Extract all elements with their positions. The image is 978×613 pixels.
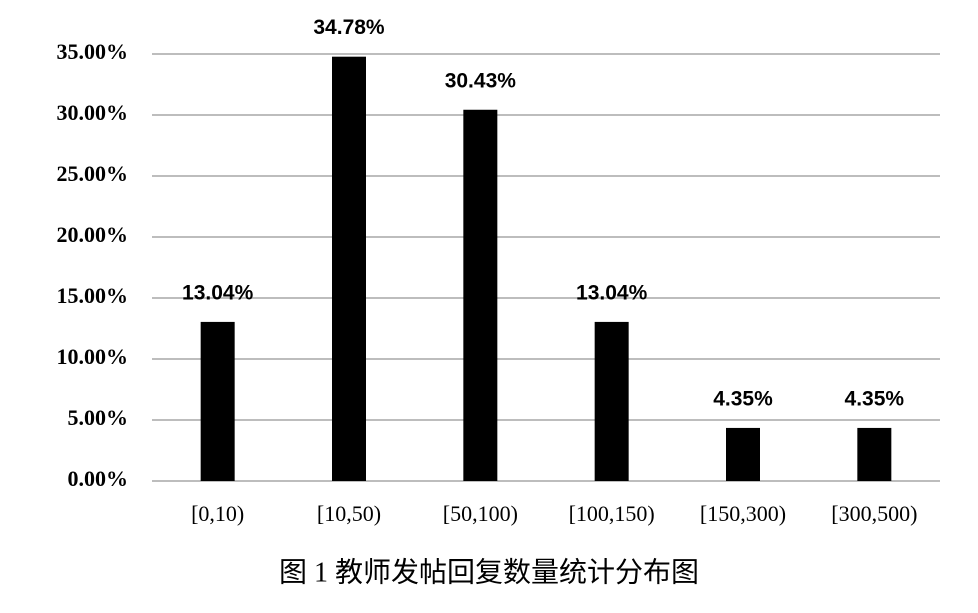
value-label: 13.04% bbox=[576, 281, 648, 304]
chart-title: 图 1 教师发帖回复数量统计分布图 bbox=[279, 556, 699, 588]
value-label: 34.78% bbox=[313, 16, 385, 39]
bar bbox=[857, 427, 892, 481]
x-tick-label: [150,300) bbox=[700, 501, 786, 526]
bar bbox=[200, 321, 235, 481]
value-label: 30.43% bbox=[445, 69, 517, 92]
y-tick-label: 10.00% bbox=[57, 344, 129, 369]
y-tick-label: 5.00% bbox=[68, 405, 129, 430]
bar bbox=[463, 109, 498, 481]
y-tick-label: 25.00% bbox=[57, 161, 129, 186]
x-tick-label: [10,50) bbox=[317, 501, 381, 526]
bar bbox=[726, 427, 760, 481]
x-tick-label: [100,150) bbox=[569, 501, 655, 526]
value-label: 4.35% bbox=[845, 387, 905, 410]
x-tick-label: [50,100) bbox=[443, 501, 518, 526]
x-tick-label: [300,500) bbox=[831, 501, 917, 526]
x-tick-label: [0,10) bbox=[191, 501, 244, 526]
y-tick-label: 20.00% bbox=[57, 222, 129, 247]
y-tick-label: 0.00% bbox=[68, 466, 129, 491]
y-tick-label: 30.00% bbox=[57, 100, 129, 125]
value-label: 13.04% bbox=[182, 281, 254, 304]
bar bbox=[594, 321, 629, 481]
value-label: 4.35% bbox=[713, 387, 773, 410]
bar bbox=[332, 56, 366, 482]
y-tick-label: 35.00% bbox=[57, 39, 129, 64]
y-tick-label: 15.00% bbox=[57, 283, 129, 308]
